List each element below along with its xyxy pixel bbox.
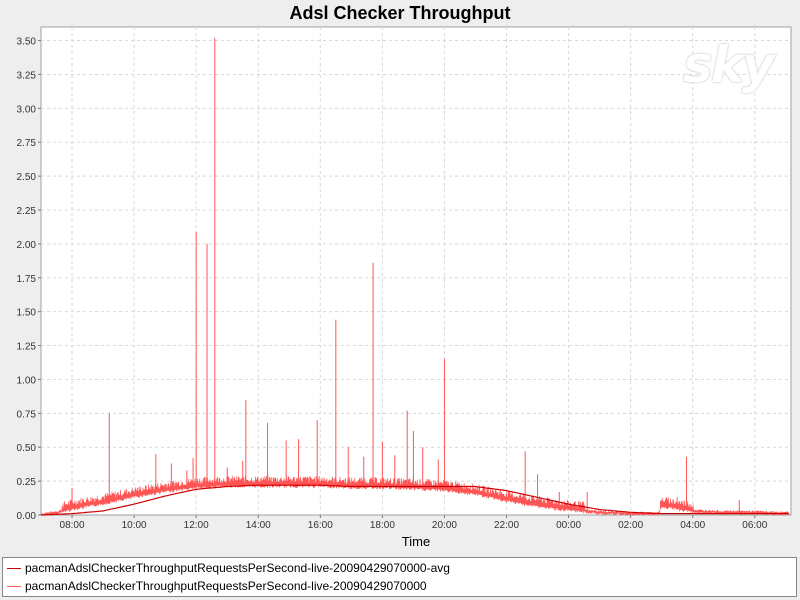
legend-item-raw: pacmanAdslCheckerThroughputRequestsPerSe… [7,578,427,595]
y-tick-label: 0.75 [17,409,37,420]
legend-swatch-raw [7,586,21,588]
chart-title: Adsl Checker Throughput [289,3,511,23]
x-tick-label: 16:00 [308,520,333,531]
x-tick-label: 14:00 [246,520,271,531]
y-tick-label: 3.25 [17,70,37,81]
x-tick-label: 02:00 [618,520,643,531]
legend-label-raw: pacmanAdslCheckerThroughputRequestsPerSe… [25,579,427,593]
x-tick-label: 22:00 [494,520,519,531]
x-tick-label: 08:00 [60,520,85,531]
x-tick-label: 18:00 [370,520,395,531]
x-axis-label: Time [402,534,430,549]
plot-area [40,26,792,516]
y-tick-label: 0.50 [17,443,37,454]
legend-item-avg: pacmanAdslCheckerThroughputRequestsPerSe… [7,560,450,577]
x-tick-label: 04:00 [680,520,705,531]
y-tick-label: 3.00 [17,104,37,115]
y-tick-label: 2.00 [17,240,37,251]
x-tick-label: 20:00 [432,520,457,531]
chart-svg: 0.00 0.25 0.50 0.75 1.00 1.25 1.50 1.75 2.00 2.25… [17,26,792,549]
y-tick-label: 2.75 [17,138,37,149]
series-avg-line [40,484,789,516]
x-tick-label: 00:00 [556,520,581,531]
y-tick-label: 1.50 [17,308,37,319]
y-tick-label: 2.25 [17,206,37,217]
y-tick-label: 0.00 [17,511,37,522]
y-tick-label: 1.25 [17,342,37,353]
y-tick-label: 3.50 [17,37,37,48]
x-tick-label: 12:00 [184,520,209,531]
legend-label-avg: pacmanAdslCheckerThroughputRequestsPerSe… [25,561,450,575]
y-tick-label: 2.50 [17,172,37,183]
axis-layer: 0.00 0.25 0.50 0.75 1.00 1.25 1.50 1.75 2.00 2.25… [17,37,768,531]
y-tick-label: 1.75 [17,274,37,285]
series-raw-line [40,475,790,517]
x-tick-label: 10:00 [122,520,147,531]
y-tick-label: 1.00 [17,375,37,386]
sky-logo: sky [683,36,775,94]
legend-swatch-avg [7,568,21,570]
legend: pacmanAdslCheckerThroughputRequestsPerSe… [2,557,797,597]
grid-layer [41,27,791,515]
x-tick-label: 06:00 [742,520,767,531]
series-layer [40,37,790,517]
y-tick-label: 0.25 [17,477,37,488]
